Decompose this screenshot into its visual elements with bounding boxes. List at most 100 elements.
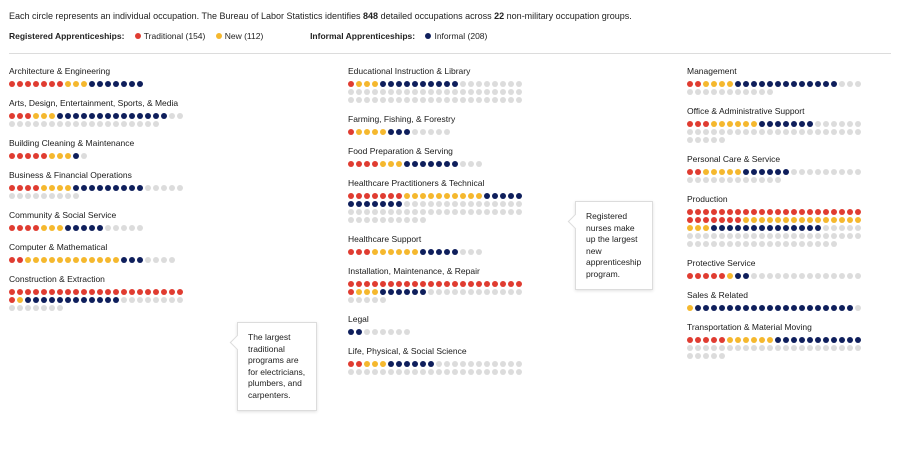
dot-none	[839, 81, 845, 87]
group-label: Production	[687, 194, 728, 204]
callout-healthcare-text: Registered nurses make up the largest ne…	[586, 211, 642, 279]
dot-informal	[807, 121, 813, 127]
dot-none	[404, 209, 410, 215]
dot-informal	[775, 225, 781, 231]
dot-none	[364, 217, 370, 223]
dot-new	[460, 193, 466, 199]
dot-informal	[396, 81, 402, 87]
dot-informal	[396, 129, 402, 135]
traditional-dot-icon	[134, 33, 141, 39]
dot-informal	[388, 361, 394, 367]
dot-new	[89, 257, 95, 263]
dot-none	[372, 209, 378, 215]
dot-none	[727, 89, 733, 95]
dot-informal	[791, 305, 797, 311]
dot-none	[484, 209, 490, 215]
dot-none	[839, 225, 845, 231]
intro-total: 848	[363, 11, 379, 21]
dot-traditional	[348, 281, 354, 287]
dot-informal	[396, 201, 402, 207]
dot-none	[396, 369, 402, 375]
dot-traditional	[348, 129, 354, 135]
dot-none	[687, 129, 693, 135]
dot-none	[356, 297, 362, 303]
dot-new	[687, 225, 693, 231]
dot-traditional	[404, 281, 410, 287]
dot-none	[492, 89, 498, 95]
dot-informal	[388, 289, 394, 295]
dot-none	[468, 161, 474, 167]
dot-none	[436, 89, 442, 95]
dot-new	[364, 289, 370, 295]
dot-none	[703, 241, 709, 247]
dot-none	[508, 209, 514, 215]
group-label: Community & Social Service	[9, 210, 117, 220]
group-farming-fishing-and-forestry: Farming, Fishing, & Forestry	[348, 114, 598, 135]
dot-none	[751, 233, 757, 239]
dot-none	[695, 89, 701, 95]
dot-informal	[41, 297, 47, 303]
dot-traditional	[380, 281, 386, 287]
dot-none	[121, 225, 127, 231]
dot-new	[468, 193, 474, 199]
dot-new	[452, 193, 458, 199]
dot-none	[105, 121, 111, 127]
dot-grid	[9, 225, 259, 231]
dot-none	[428, 97, 434, 103]
dot-none	[81, 121, 87, 127]
dot-informal	[799, 225, 805, 231]
dot-new	[436, 193, 442, 199]
dot-none	[444, 289, 450, 295]
dot-traditional	[364, 193, 370, 199]
dot-none	[145, 121, 151, 127]
group-protective-service: Protective Service	[687, 258, 900, 279]
dot-grid	[348, 281, 598, 303]
dot-none	[153, 185, 159, 191]
legend-new: New (112)	[215, 31, 263, 41]
dot-traditional	[743, 209, 749, 215]
dot-traditional	[823, 209, 829, 215]
dot-informal	[420, 161, 426, 167]
dot-none	[799, 241, 805, 247]
dot-traditional	[356, 161, 362, 167]
group-office-and-administrative-support: Office & Administrative Support	[687, 106, 900, 143]
dot-none	[9, 121, 15, 127]
dot-traditional	[9, 297, 15, 303]
dot-none	[751, 241, 757, 247]
dot-new	[41, 185, 47, 191]
dot-none	[436, 289, 442, 295]
dot-none	[735, 89, 741, 95]
dot-new	[420, 193, 426, 199]
dot-informal	[412, 361, 418, 367]
dot-grid	[687, 273, 900, 279]
dot-none	[25, 193, 31, 199]
dot-none	[767, 177, 773, 183]
dot-new	[57, 185, 63, 191]
dot-informal	[121, 81, 127, 87]
dot-none	[364, 97, 370, 103]
dot-traditional	[735, 217, 741, 223]
dot-none	[356, 89, 362, 95]
dot-traditional	[687, 337, 693, 343]
dot-new	[412, 193, 418, 199]
dot-none	[161, 257, 167, 263]
dot-none	[775, 273, 781, 279]
dot-none	[847, 129, 853, 135]
group-label: Educational Instruction & Library	[348, 66, 471, 76]
dot-none	[452, 89, 458, 95]
dot-new	[703, 81, 709, 87]
group-arts-design-entertainment-sports-and-media: Arts, Design, Entertainment, Sports, & M…	[9, 98, 259, 127]
divider	[9, 53, 891, 54]
dot-traditional	[687, 121, 693, 127]
dot-none	[791, 169, 797, 175]
dot-none	[73, 193, 79, 199]
dot-none	[516, 369, 522, 375]
dot-none	[791, 273, 797, 279]
dot-new	[372, 289, 378, 295]
dot-traditional	[799, 209, 805, 215]
dot-new	[105, 257, 111, 263]
dot-none	[847, 169, 853, 175]
dot-informal	[831, 81, 837, 87]
intro-part3: non-military occupation groups.	[504, 11, 632, 21]
dot-informal	[767, 121, 773, 127]
